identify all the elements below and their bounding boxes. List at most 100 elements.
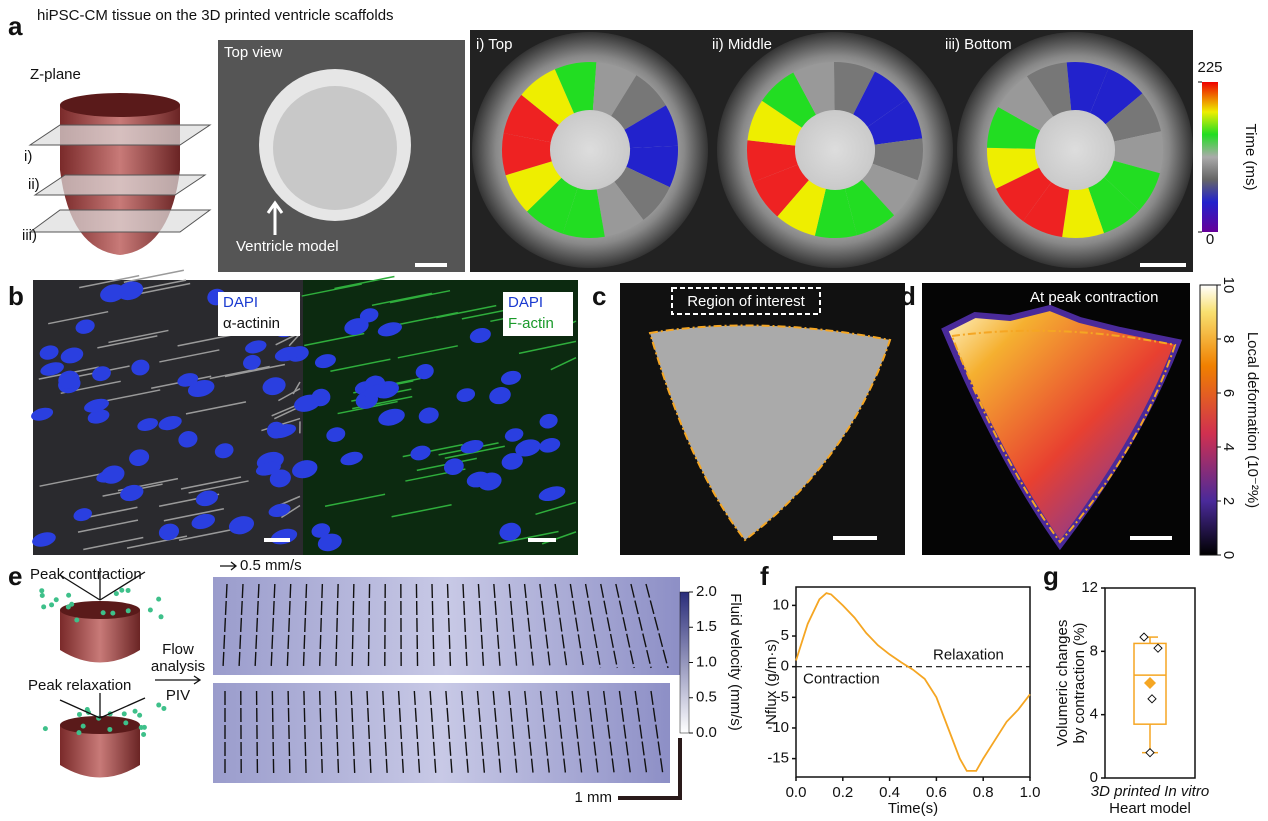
- bead: [41, 604, 46, 609]
- colorbar: [1202, 82, 1218, 232]
- plane-label: ii): [28, 176, 40, 193]
- flow-image: [213, 683, 670, 783]
- panel-label: g: [1043, 561, 1059, 591]
- label: Peak contraction: [30, 566, 142, 583]
- label: 1 mm: [575, 789, 613, 806]
- label: DAPI: [508, 294, 543, 311]
- mean: [1144, 677, 1156, 689]
- point: [1146, 749, 1154, 757]
- bead: [161, 706, 166, 711]
- panel-label: e: [8, 561, 22, 591]
- tick-label: 0: [1206, 231, 1214, 248]
- bead: [156, 703, 161, 708]
- panel-label: b: [8, 281, 24, 311]
- label: Region of interest: [687, 293, 805, 310]
- point: [1140, 633, 1148, 641]
- y-axis-label: by contraction (%): [1071, 623, 1088, 744]
- tick-label: 0.8: [973, 784, 994, 801]
- bead: [40, 593, 45, 598]
- tick-label: 10: [772, 596, 789, 613]
- colorbar-label: Time (ms): [1242, 124, 1259, 191]
- label: analysis: [151, 658, 205, 675]
- y-axis-label: Volumeric changes: [1054, 620, 1071, 747]
- bead: [137, 713, 142, 718]
- x-tick-label: 3D printed In vitro: [1091, 783, 1209, 800]
- flow-image: [213, 577, 680, 675]
- bead: [110, 611, 115, 616]
- bead: [126, 588, 131, 593]
- label: 0.5 mm/s: [240, 557, 302, 574]
- label: DAPI: [223, 294, 258, 311]
- bead: [133, 709, 138, 714]
- tick-label: 10: [1220, 277, 1237, 294]
- tick-label: 0: [781, 658, 789, 675]
- annotation: Relaxation: [933, 647, 1004, 664]
- tick-label: 1.0: [1020, 784, 1041, 801]
- label: i) Top: [476, 36, 512, 53]
- bead: [122, 711, 127, 716]
- x-axis-label: Heart model: [1109, 800, 1191, 817]
- bead: [123, 720, 128, 725]
- plane: [30, 210, 210, 232]
- tick-label: 0.4: [879, 784, 900, 801]
- plane-label: iii): [22, 227, 37, 244]
- tick-label: 2: [1220, 497, 1237, 505]
- colorbar: [680, 592, 689, 733]
- label: ii) Middle: [712, 36, 772, 53]
- annotation: Contraction: [803, 671, 880, 688]
- tick-label: 5: [781, 627, 789, 644]
- plane: [30, 125, 210, 145]
- figure: a b c d e f g hiPSC-CM tissue on the 3D …: [0, 0, 1268, 821]
- bead: [49, 602, 54, 607]
- bead: [66, 593, 71, 598]
- bead: [114, 591, 119, 596]
- panel-label: f: [760, 561, 769, 591]
- bead: [119, 588, 124, 593]
- colorbar-label: Fluid velocity (mm/s): [727, 593, 744, 731]
- tick-label: 1.0: [696, 653, 717, 670]
- tick-label: 4: [1090, 706, 1098, 723]
- arrow: [155, 676, 200, 684]
- bead: [54, 597, 59, 602]
- tick-label: -15: [767, 750, 789, 767]
- bead: [39, 588, 44, 593]
- label: Flow: [162, 641, 194, 658]
- colorbar: [1200, 285, 1217, 555]
- panel-label: c: [592, 281, 606, 311]
- bead: [156, 597, 161, 602]
- panel-title: hiPSC-CM tissue on the 3D printed ventri…: [37, 7, 394, 24]
- bead: [76, 730, 81, 735]
- bead: [77, 712, 82, 717]
- tick-label: 1.5: [696, 618, 717, 635]
- tick-label: 225: [1197, 59, 1222, 76]
- tick-label: 0.5: [696, 689, 717, 706]
- bead: [126, 608, 131, 613]
- bead: [148, 607, 153, 612]
- bead: [107, 727, 112, 732]
- tick-label: 0.2: [832, 784, 853, 801]
- tick-label: 0.6: [926, 784, 947, 801]
- label: At peak contraction: [1030, 289, 1158, 306]
- plane: [35, 175, 205, 195]
- panel-label: a: [8, 11, 23, 41]
- ventricle-rim: [60, 93, 180, 117]
- label: Top view: [224, 44, 283, 61]
- label: Peak relaxation: [28, 677, 131, 694]
- y-axis-label: Nflux (g/m·s): [763, 639, 780, 725]
- tick-label: 2.0: [696, 583, 717, 600]
- point: [1148, 695, 1156, 703]
- plane-label: i): [24, 148, 32, 165]
- tick-label: 0.0: [696, 724, 717, 741]
- x-axis-label: Time(s): [888, 800, 938, 817]
- bead: [141, 732, 146, 737]
- label: iii) Bottom: [945, 36, 1012, 53]
- bead: [43, 726, 48, 731]
- bead: [142, 725, 147, 730]
- bead: [101, 610, 106, 615]
- velocity-arrow: [257, 691, 258, 775]
- tick-label: 6: [1220, 389, 1237, 397]
- bead: [74, 617, 79, 622]
- bead: [69, 602, 74, 607]
- tick-label: 8: [1090, 642, 1098, 659]
- tick-label: 0: [1220, 551, 1237, 559]
